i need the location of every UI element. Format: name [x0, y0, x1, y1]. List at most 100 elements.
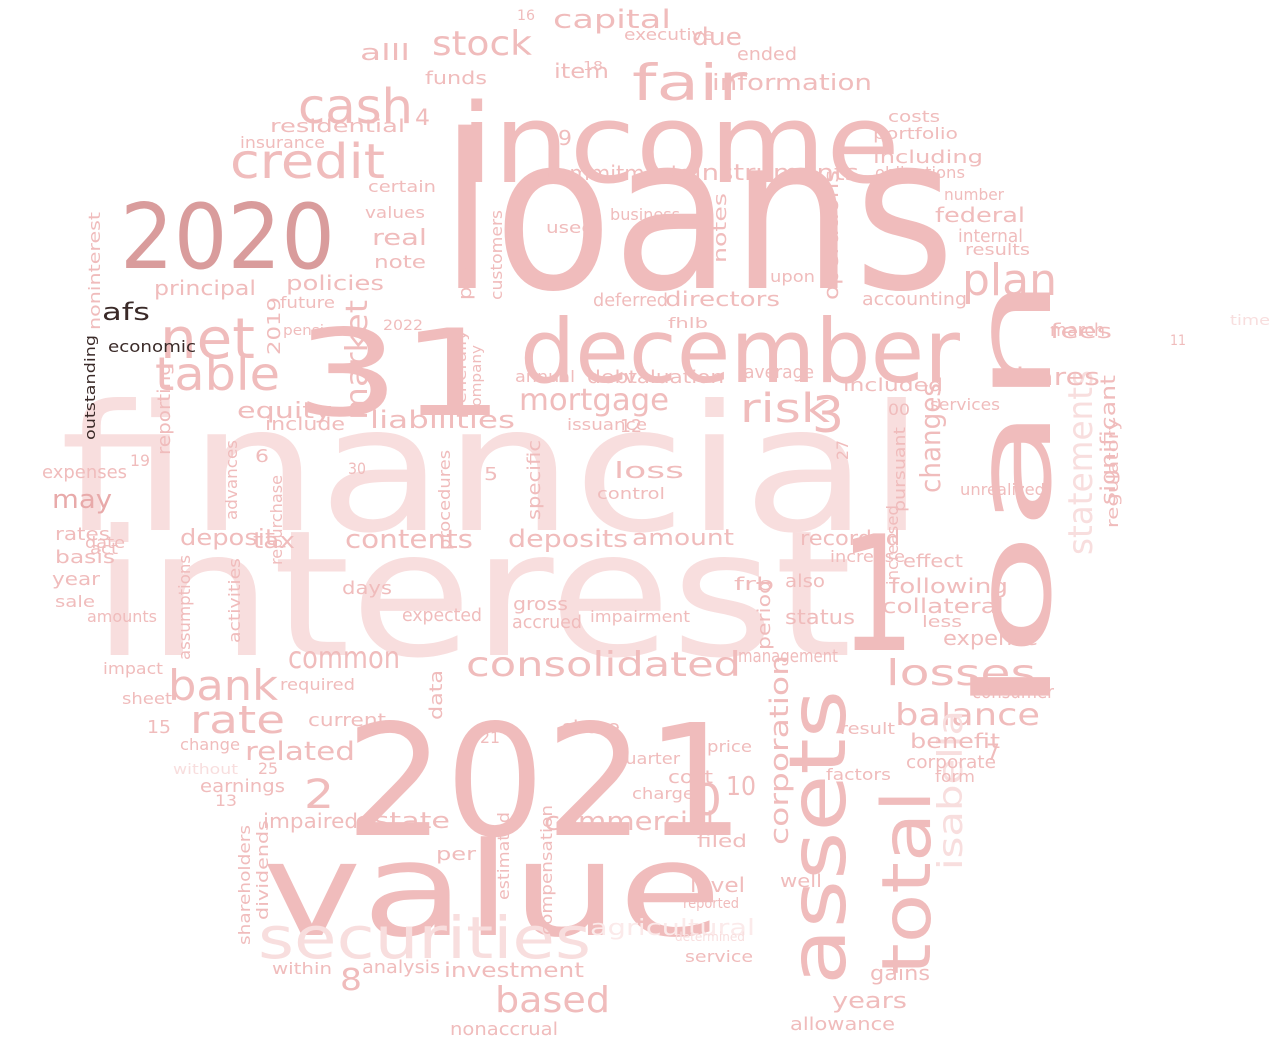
- word-share: share: [562, 717, 620, 738]
- word-4: 4: [415, 106, 430, 131]
- word-5: 5: [484, 464, 498, 485]
- word-market: market: [340, 300, 375, 420]
- word-25: 25: [258, 759, 278, 778]
- word-consolidated: consolidated: [466, 645, 741, 685]
- word-table: table: [155, 347, 280, 401]
- word-dividends: dividends: [253, 820, 272, 920]
- word-fhlb: fhlb: [668, 316, 708, 332]
- word-accrued: accrued: [512, 612, 582, 633]
- word-federal: federal: [935, 203, 1025, 227]
- word-losses: losses: [886, 653, 1036, 694]
- word-alll: alll: [360, 41, 410, 66]
- word-risk: risk: [740, 386, 831, 432]
- word-fees: fees: [1050, 319, 1112, 343]
- word-commercial: commercial: [544, 807, 714, 837]
- word-procedures: procedures: [435, 450, 454, 550]
- word-filed: filed: [697, 831, 747, 852]
- word-total: total: [868, 790, 947, 975]
- word-benefit: benefit: [910, 729, 1000, 753]
- word-shareholders: shareholders: [235, 825, 254, 945]
- word-status: status: [785, 605, 855, 629]
- word-contents: contents: [345, 525, 473, 555]
- word-note: note: [374, 252, 426, 273]
- word-consumer: consumer: [972, 682, 1055, 703]
- word-nonaccrual: nonaccrual: [450, 1019, 558, 1040]
- word-instruments: instruments: [694, 161, 859, 186]
- word-funds: funds: [425, 68, 487, 89]
- word-income: income: [460, 80, 900, 208]
- word-customers: customers: [487, 210, 506, 300]
- word-management: management: [738, 646, 838, 667]
- word-liabilities: liabilities: [370, 406, 515, 434]
- word-cash: cash: [298, 79, 413, 135]
- word-loan: loan: [953, 275, 1075, 715]
- word-gains: gains: [870, 961, 930, 985]
- word-act: act: [90, 539, 118, 558]
- word-capital: capital: [553, 5, 671, 35]
- word-including: including: [873, 147, 983, 168]
- word-increased: increased: [883, 505, 902, 585]
- word-march: march: [1050, 320, 1105, 341]
- word-3: 3: [812, 386, 844, 444]
- word-statements: statements: [1061, 370, 1101, 555]
- word-operations: operations: [819, 170, 843, 300]
- word-unrealized: unrealized: [960, 480, 1045, 499]
- word-assets: assets: [774, 690, 864, 985]
- word-period: period: [754, 580, 775, 650]
- word-estate: estate: [355, 809, 450, 834]
- word-cost: cost: [668, 767, 713, 788]
- word-securities: securities: [258, 904, 591, 972]
- word-internal: internal: [958, 226, 1023, 247]
- word-business: business: [610, 205, 680, 224]
- word-policies: policies: [286, 271, 384, 295]
- word-shares: shares: [1000, 363, 1100, 391]
- word-9: 9: [558, 126, 572, 150]
- word-real: real: [372, 226, 427, 251]
- word-less: less: [922, 612, 962, 631]
- word-2020: 2020: [120, 185, 335, 290]
- word-debt: debt: [587, 367, 637, 388]
- word-ended: ended: [737, 44, 797, 65]
- word-collateral: collateral: [882, 594, 1004, 618]
- word-8: 8: [340, 963, 362, 998]
- word-data: data: [426, 670, 447, 720]
- word-results: results: [965, 240, 1030, 259]
- word-afs: afs: [102, 298, 150, 326]
- word-mortgage: mortgage: [519, 383, 669, 418]
- word-corporate: corporate: [906, 752, 996, 773]
- word-11: 11: [1170, 333, 1186, 349]
- word-basis: basis: [55, 547, 115, 568]
- word-bank: bank: [168, 661, 279, 710]
- word-plan: plan: [962, 255, 1057, 306]
- word-result: result: [840, 719, 895, 738]
- word-include: include: [265, 414, 345, 435]
- word-time: time: [1230, 313, 1270, 329]
- word-outstanding: outstanding: [83, 335, 99, 440]
- word-economic: economic: [108, 337, 196, 356]
- word-without: without: [173, 762, 239, 778]
- word-significant: significant: [1096, 375, 1120, 505]
- word-financial: financial: [60, 369, 925, 572]
- word-assumptions: assumptions: [175, 555, 194, 660]
- word-charge: charge: [632, 784, 694, 803]
- word-equity: equity: [237, 399, 332, 424]
- word-agricultural: agricultural: [590, 916, 755, 941]
- word-19: 19: [130, 451, 150, 470]
- word-0: 0: [692, 775, 722, 826]
- word-compensation: compensation: [537, 805, 556, 935]
- word-within: within: [272, 959, 332, 978]
- word-estimated: estimated: [494, 812, 513, 900]
- word-31: 31: [295, 305, 505, 444]
- word-net: net: [160, 307, 255, 372]
- word-current: current: [308, 710, 386, 731]
- word-expense: expense: [943, 626, 1038, 650]
- word-factors: factors: [826, 765, 891, 784]
- word-certain: certain: [368, 177, 436, 196]
- word-deposit: deposit: [180, 526, 275, 551]
- word-pursuant: pursuant: [890, 427, 909, 512]
- word-required: required: [280, 675, 355, 694]
- word-principal: principal: [154, 276, 256, 300]
- word-loss: loss: [614, 459, 684, 484]
- word-balance: balance: [895, 698, 1040, 733]
- word-6: 6: [255, 446, 269, 467]
